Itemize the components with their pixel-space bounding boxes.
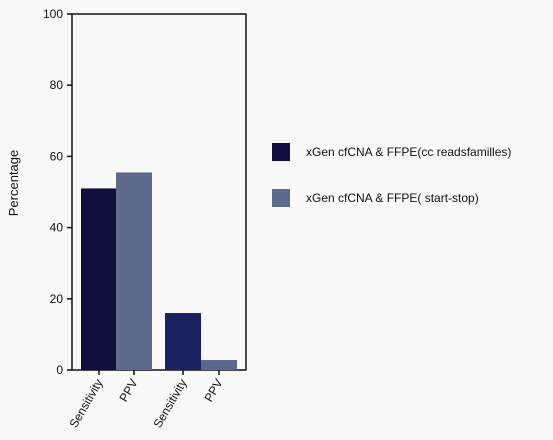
legend-item: xGen cfCNA & FFPE(cc readsfamilles) — [272, 143, 511, 161]
y-tick-label: 40 — [50, 221, 64, 235]
bar-ppv-3 — [201, 360, 237, 370]
y-tick-label: 0 — [56, 363, 63, 377]
x-tick-label: PPV — [201, 377, 225, 405]
bar-sensitivity-2 — [165, 313, 201, 370]
y-axis-title: Percentage — [6, 150, 21, 217]
plot-area: 0 20 40 60 80 100 Sensitivity PPV Sensitivity PPV — [43, 7, 247, 431]
y-tick-label: 80 — [50, 78, 64, 92]
bar-ppv-1 — [116, 172, 152, 370]
legend-swatch — [272, 189, 290, 207]
y-tick-label: 60 — [50, 149, 64, 163]
legend: xGen cfCNA & FFPE(cc readsfamilles) xGen … — [272, 143, 511, 207]
legend-label: xGen cfCNA & FFPE( start-stop) — [306, 191, 479, 205]
x-tick-label: Sensitivity — [150, 377, 189, 431]
legend-item: xGen cfCNA & FFPE( start-stop) — [272, 189, 479, 207]
y-tick-label: 20 — [50, 292, 64, 306]
legend-swatch — [272, 143, 290, 161]
x-tick-label: PPV — [116, 377, 140, 405]
plot-frame — [71, 13, 247, 371]
bar-sensitivity-0 — [81, 188, 117, 370]
y-tick-label: 100 — [43, 7, 63, 21]
x-tick-label: Sensitivity — [66, 377, 105, 431]
legend-label: xGen cfCNA & FFPE(cc readsfamilles) — [306, 145, 511, 159]
